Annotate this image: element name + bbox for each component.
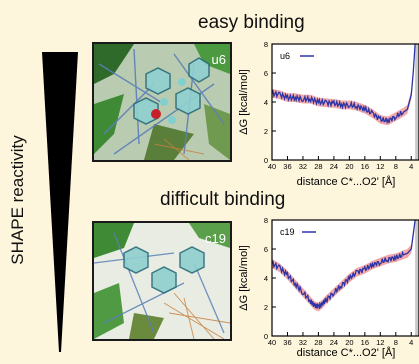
y-tick-label: 4: [264, 274, 268, 283]
series-line-u6: [271, 43, 416, 125]
y-tick-label: 8: [264, 40, 268, 49]
y-tick-label: 0: [264, 332, 268, 341]
molecule-render-u6: [94, 44, 230, 160]
x-tick-label: 28: [314, 338, 322, 347]
shaded-region: [415, 220, 419, 336]
legend-label: u6: [280, 51, 290, 61]
x-tick-label: 28: [314, 162, 322, 171]
x-tick-label: 32: [299, 338, 307, 347]
y-axis-label: ΔG [kcal/mol]: [238, 245, 250, 310]
reactivity-wedge: [42, 52, 78, 352]
molecule-label-u6: u6: [211, 52, 226, 67]
x-tick-label: 8: [394, 338, 398, 347]
x-tick-label: 20: [345, 162, 353, 171]
y-axis-label: ΔG [kcal/mol]: [238, 69, 250, 134]
y-tick-label: 4: [264, 98, 268, 107]
x-tick-label: 4: [409, 162, 413, 171]
x-tick-label: 20: [345, 338, 353, 347]
x-tick-label: 8: [394, 162, 398, 171]
error-band: [272, 44, 416, 126]
molecule-render-c19: [94, 223, 230, 339]
molecule-image-c19: c19: [92, 221, 232, 341]
shape-reactivity-label: SHAPE reactivity: [8, 135, 27, 265]
y-tick-label: 2: [264, 303, 268, 312]
legend-label: c19: [280, 227, 295, 237]
x-tick-label: 24: [330, 162, 338, 171]
series-line-c19: [271, 219, 416, 309]
y-tick-label: 8: [264, 216, 268, 225]
x-tick-label: 4: [409, 338, 413, 347]
x-tick-label: 12: [376, 338, 384, 347]
x-axis-label: distance C*...O2' [Å]: [297, 346, 396, 359]
x-tick-label: 12: [376, 162, 384, 171]
molecule-label-c19: c19: [205, 231, 226, 246]
x-tick-label: 16: [361, 162, 369, 171]
x-axis-label: distance C*...O2' [Å]: [297, 175, 396, 188]
easy-binding-heading: easy binding: [198, 12, 305, 33]
difficult-binding-heading: difficult binding: [160, 189, 286, 210]
x-tick-label: 40: [268, 338, 276, 347]
x-tick-label: 32: [299, 162, 307, 171]
shaded-region: [415, 44, 419, 160]
molecule-image-u6: u6: [92, 42, 232, 162]
x-tick-label: 36: [283, 162, 291, 171]
y-tick-label: 6: [264, 69, 268, 78]
y-tick-label: 0: [264, 156, 268, 165]
x-tick-label: 40: [268, 162, 276, 171]
x-tick-label: 16: [361, 338, 369, 347]
y-tick-label: 2: [264, 127, 268, 136]
x-tick-label: 24: [330, 338, 338, 347]
y-tick-label: 6: [264, 245, 268, 254]
x-tick-label: 36: [283, 338, 291, 347]
